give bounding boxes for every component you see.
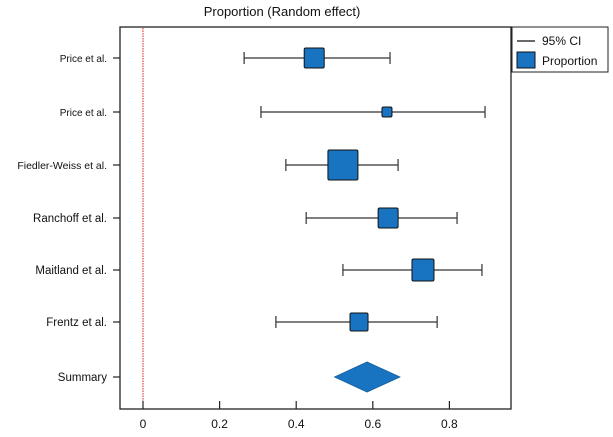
summary-label: Summary xyxy=(58,372,107,384)
study-label: Frentz et al. xyxy=(46,317,107,329)
x-tick-label: 0 xyxy=(140,417,147,431)
proportion-box xyxy=(411,258,435,282)
proportion-box xyxy=(381,106,393,118)
chart-title: Proportion (Random effect) xyxy=(204,4,361,19)
proportion-box xyxy=(327,149,359,181)
study-label: Price et al. xyxy=(60,108,107,119)
summary-diamond xyxy=(333,361,401,393)
proportion-box xyxy=(349,312,369,332)
study-label: Maitland et al. xyxy=(35,265,107,277)
x-tick-label: 0.6 xyxy=(364,417,381,431)
legend-proportion-swatch xyxy=(516,51,536,69)
proportion-box xyxy=(377,207,399,229)
proportion-box xyxy=(303,47,325,69)
study-label: Ranchoff et al. xyxy=(33,213,107,225)
legend: 95% CI Proportion xyxy=(511,26,609,73)
x-tick-label: 0.8 xyxy=(441,417,458,431)
legend-ci-label: 95% CI xyxy=(542,34,581,48)
study-label: Price et al. xyxy=(60,54,107,65)
x-tick-label: 0.2 xyxy=(211,417,228,431)
legend-proportion-label: Proportion xyxy=(542,54,597,68)
x-tick-label: 0.4 xyxy=(288,417,305,431)
study-label: Fiedler-Weiss et al. xyxy=(17,160,107,172)
